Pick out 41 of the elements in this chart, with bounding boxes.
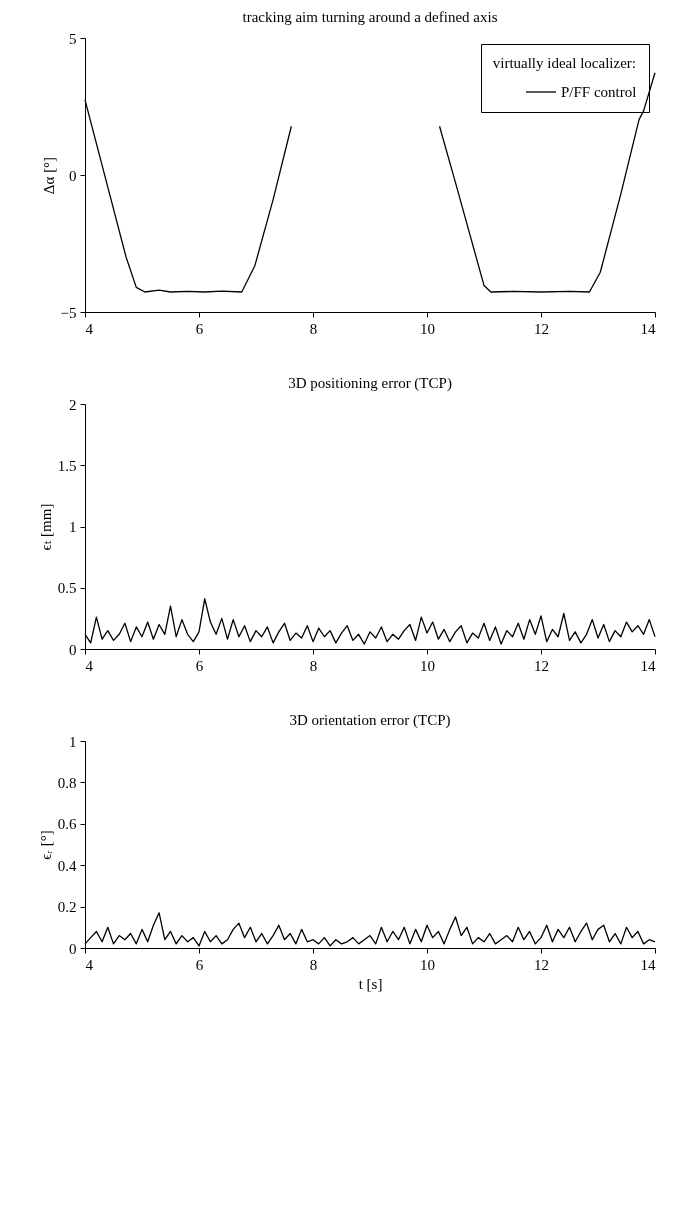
legend-label: P/FF control [561,84,637,100]
y-tick-label: 1.5 [57,457,77,474]
legend-title: virtually ideal localizer: [492,55,636,71]
y-tick-label: 0.4 [57,857,77,874]
x-tick-label: 10 [420,956,435,973]
x-tick-label: 12 [534,956,549,973]
x-tick-label: 4 [85,657,94,674]
x-tick-label: 14 [640,320,656,337]
x-tick-label: 12 [534,320,549,337]
x-tick-label: 10 [420,320,435,337]
x-tick-label: 12 [534,657,549,674]
y-tick-label: 0.8 [57,774,77,791]
y-tick-label: 0 [69,167,77,184]
y-axis-title: ϵₜ [mm] [37,503,54,551]
y-tick-label: 0 [69,940,77,957]
y-tick-label: 1 [69,733,77,750]
y-tick-label: −5 [60,304,77,321]
y-tick-label: 0 [69,641,77,658]
y-tick-label: 5 [69,30,77,47]
x-tick-label: 8 [309,320,318,337]
y-tick-label: 0.2 [57,899,77,916]
x-tick-label: 6 [195,320,204,337]
y-axis-title: ϵᵣ [°] [37,830,54,860]
y-tick-label: 1 [69,519,77,535]
chart-title: tracking aim turning around a defined axis [242,9,498,25]
y-tick-label: 0.6 [57,816,77,833]
x-axis-title: t [s] [358,975,383,992]
x-tick-label: 6 [195,657,204,674]
x-tick-label: 10 [420,657,435,674]
x-tick-label: 14 [640,956,656,973]
chart-title: 3D orientation error (TCP) [289,712,451,729]
x-tick-label: 4 [85,320,94,337]
x-tick-label: 8 [309,657,318,674]
y-tick-label: 0.5 [57,580,77,597]
y-axis-title: Δα [°] [40,156,57,195]
y-tick-label: 2 [69,396,77,413]
x-tick-label: 6 [195,956,204,973]
chart-title: 3D positioning error (TCP) [288,375,452,392]
x-tick-label: 4 [85,956,94,973]
x-tick-label: 8 [309,956,318,973]
x-tick-label: 14 [640,657,656,674]
